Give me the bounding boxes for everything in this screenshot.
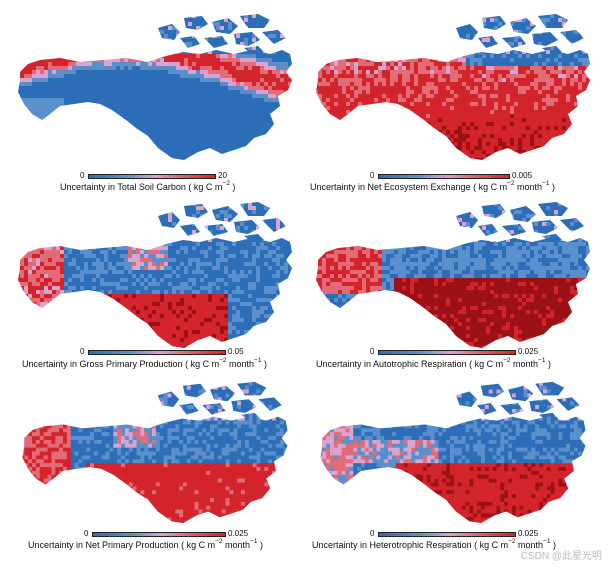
nee-colorbar	[378, 174, 510, 179]
gpp-colorbar	[88, 350, 226, 355]
nee-cbar-max: 0.005	[512, 171, 533, 180]
caption-unit-mid: month	[510, 359, 539, 369]
caption-main: Uncertainty in Autotrophic Respiration	[316, 359, 467, 369]
caption-unit-mid: month	[222, 540, 251, 550]
panel-gpp: 0 0.05 Uncertainty in Gross Primary Prod…	[0, 188, 306, 376]
caption-exp2: −1	[538, 357, 546, 364]
map-raster	[22, 381, 288, 524]
heterotrophic-cbar-min: 0	[370, 529, 375, 538]
caption-unit-mid: month	[226, 359, 255, 369]
soil-carbon-map	[18, 14, 292, 160]
panel-soil-carbon: 0 20 Uncertainty in Total Soil Carbon ( …	[0, 0, 306, 200]
caption-exp2: −1	[254, 357, 262, 364]
soil-carbon-caption: Uncertainty in Total Soil Carbon ( kg C …	[60, 180, 236, 193]
caption-unit-mid: month	[515, 540, 544, 550]
autotrophic-colorbar	[378, 350, 516, 355]
caption-exp2: −1	[543, 538, 551, 545]
nee-map	[316, 14, 590, 160]
caption-unit: ( kg C m	[473, 182, 508, 192]
caption-unit: ( kg C m	[185, 359, 220, 369]
npp-cbar-max: 0.025	[228, 529, 249, 538]
caption-main: Uncertainty in Net Ecosystem Exchange	[310, 182, 471, 192]
caption-unit: ( kg C m	[469, 359, 504, 369]
nee-caption: Uncertainty in Net Ecosystem Exchange ( …	[310, 180, 555, 193]
caption-exp: −2	[215, 538, 223, 545]
soil-carbon-cbar-max: 20	[218, 171, 227, 180]
caption-main: Uncertainty in Net Primary Production	[28, 540, 179, 550]
soil-carbon-colorbar	[88, 174, 216, 179]
autotrophic-cbar-max: 0.025	[518, 347, 539, 356]
autotrophic-caption: Uncertainty in Autotrophic Respiration (…	[316, 357, 551, 370]
autotrophic-map	[316, 202, 590, 348]
map-raster	[320, 381, 586, 524]
caption-exp: −2	[222, 180, 230, 187]
caption-unit: ( kg C m	[474, 540, 509, 550]
panel-heterotrophic: 0 0.025 Uncertainty in Heterotrophic Res…	[306, 376, 612, 568]
caption-exp: −2	[219, 357, 227, 364]
gpp-caption: Uncertainty in Gross Primary Production …	[22, 357, 267, 370]
npp-map	[22, 381, 288, 524]
map-raster	[18, 202, 292, 348]
caption-main: Uncertainty in Gross Primary Production	[22, 359, 183, 369]
caption-exp: −2	[503, 357, 511, 364]
caption-main: Uncertainty in Heterotrophic Respiration	[312, 540, 472, 550]
caption-exp: −2	[508, 538, 516, 545]
caption-unit-post: )	[257, 540, 263, 550]
gpp-map	[18, 202, 292, 348]
panel-npp: 0 0.025 Uncertainty in Net Primary Produ…	[0, 376, 306, 568]
caption-exp2: −1	[250, 538, 258, 545]
npp-colorbar	[92, 532, 226, 537]
caption-exp: −2	[507, 180, 515, 187]
map-raster	[18, 14, 292, 160]
heterotrophic-map	[320, 381, 586, 524]
caption-unit: ( kg C m	[188, 182, 223, 192]
map-raster	[316, 14, 590, 160]
watermark: CSDN @此星光明	[520, 551, 602, 562]
heterotrophic-caption: Uncertainty in Heterotrophic Respiration…	[312, 538, 556, 551]
panel-autotrophic: 0 0.025 Uncertainty in Autotrophic Respi…	[306, 188, 612, 376]
npp-cbar-min: 0	[84, 529, 89, 538]
caption-unit-post: )	[229, 182, 236, 192]
caption-unit-post: )	[261, 359, 267, 369]
map-raster	[316, 202, 590, 348]
caption-unit-post: )	[545, 359, 551, 369]
heterotrophic-colorbar	[378, 532, 516, 537]
gpp-cbar-max: 0.05	[228, 347, 244, 356]
caption-unit-post: )	[550, 540, 556, 550]
caption-main: Uncertainty in Total Soil Carbon	[60, 182, 186, 192]
soil-carbon-cbar-min: 0	[80, 171, 85, 180]
caption-unit-mid: month	[514, 182, 543, 192]
panel-nee: 0 0.005 Uncertainty in Net Ecosystem Exc…	[306, 0, 612, 200]
caption-exp2: −1	[542, 180, 550, 187]
caption-unit-post: )	[549, 182, 555, 192]
autotrophic-cbar-min: 0	[370, 347, 375, 356]
nee-cbar-min: 0	[370, 171, 375, 180]
heterotrophic-cbar-max: 0.025	[518, 529, 539, 538]
caption-unit: ( kg C m	[181, 540, 216, 550]
gpp-cbar-min: 0	[80, 347, 85, 356]
npp-caption: Uncertainty in Net Primary Production ( …	[28, 538, 263, 551]
